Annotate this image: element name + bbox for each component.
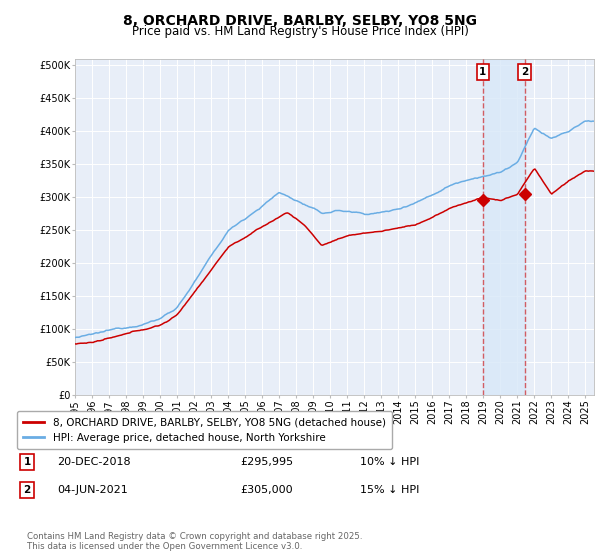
Text: 2: 2	[521, 67, 528, 77]
Text: Price paid vs. HM Land Registry's House Price Index (HPI): Price paid vs. HM Land Registry's House …	[131, 25, 469, 38]
Legend: 8, ORCHARD DRIVE, BARLBY, SELBY, YO8 5NG (detached house), HPI: Average price, d: 8, ORCHARD DRIVE, BARLBY, SELBY, YO8 5NG…	[17, 411, 392, 449]
Text: 20-DEC-2018: 20-DEC-2018	[57, 457, 131, 467]
Text: 15% ↓ HPI: 15% ↓ HPI	[360, 485, 419, 495]
Text: 04-JUN-2021: 04-JUN-2021	[57, 485, 128, 495]
Text: £305,000: £305,000	[240, 485, 293, 495]
Text: 8, ORCHARD DRIVE, BARLBY, SELBY, YO8 5NG: 8, ORCHARD DRIVE, BARLBY, SELBY, YO8 5NG	[123, 14, 477, 28]
Text: Contains HM Land Registry data © Crown copyright and database right 2025.
This d: Contains HM Land Registry data © Crown c…	[27, 532, 362, 552]
Text: 2: 2	[23, 485, 31, 495]
Text: 1: 1	[479, 67, 487, 77]
Text: 10% ↓ HPI: 10% ↓ HPI	[360, 457, 419, 467]
Bar	[483, 59, 524, 395]
Text: 1: 1	[23, 457, 31, 467]
Text: £295,995: £295,995	[240, 457, 293, 467]
